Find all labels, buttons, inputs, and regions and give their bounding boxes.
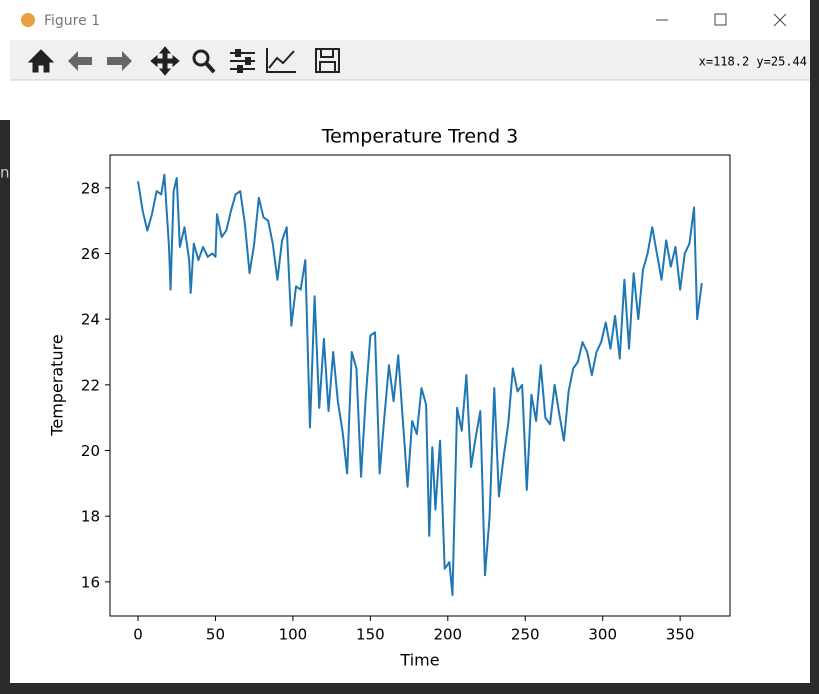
- x-tick-label: 50: [206, 626, 225, 644]
- edit-button[interactable]: [266, 48, 296, 73]
- y-tick-label: 20: [81, 442, 100, 460]
- plot: 0 50 100 150 200 250 300 350 16 18 20 22 24 26 28: [81, 173, 703, 644]
- x-tick-label: 250: [511, 626, 540, 644]
- toolbar: [10, 40, 810, 80]
- close[interactable]: [773, 13, 787, 27]
- x-tick-label: 350: [666, 626, 695, 644]
- x-tick-label: 200: [433, 626, 462, 644]
- y-axis-label: Temperature: [48, 334, 67, 436]
- plot-frame: [109, 154, 731, 617]
- data-line: [137, 173, 703, 596]
- y-tick-label: 26: [81, 245, 100, 263]
- window-title: Figure 1: [44, 13, 100, 29]
- y-tick-label: 22: [81, 376, 100, 394]
- y-tick-label: 24: [81, 311, 100, 329]
- x-axis-label: Time: [399, 651, 439, 670]
- toolbar-icons: [27, 46, 340, 76]
- x-tick-label: 300: [588, 626, 617, 644]
- y-tick-label: 16: [81, 573, 100, 591]
- back-button[interactable]: [68, 51, 92, 71]
- cursor-status: x=118.2 y=25.44: [699, 55, 807, 69]
- x-tick-label: 150: [356, 626, 385, 644]
- app-icon: [21, 13, 35, 27]
- x-tick-label: 100: [279, 626, 308, 644]
- chart-title: Temperature Trend 3: [321, 126, 519, 148]
- left-edge: [0, 120, 10, 683]
- configure-button[interactable]: [230, 49, 255, 73]
- zoom-button[interactable]: [192, 49, 216, 74]
- y-tick-label: 28: [81, 179, 100, 197]
- edge-glyph: n: [0, 164, 10, 182]
- home-button[interactable]: [27, 49, 55, 73]
- window: [0, 0, 810, 683]
- window-controls: [656, 13, 787, 27]
- maximize[interactable]: [714, 13, 727, 26]
- x-tick-label: 0: [133, 626, 143, 644]
- pan-button[interactable]: [150, 46, 180, 76]
- y-tick-label: 18: [81, 508, 100, 526]
- save-button[interactable]: [315, 48, 340, 73]
- forward-button[interactable]: [107, 51, 132, 71]
